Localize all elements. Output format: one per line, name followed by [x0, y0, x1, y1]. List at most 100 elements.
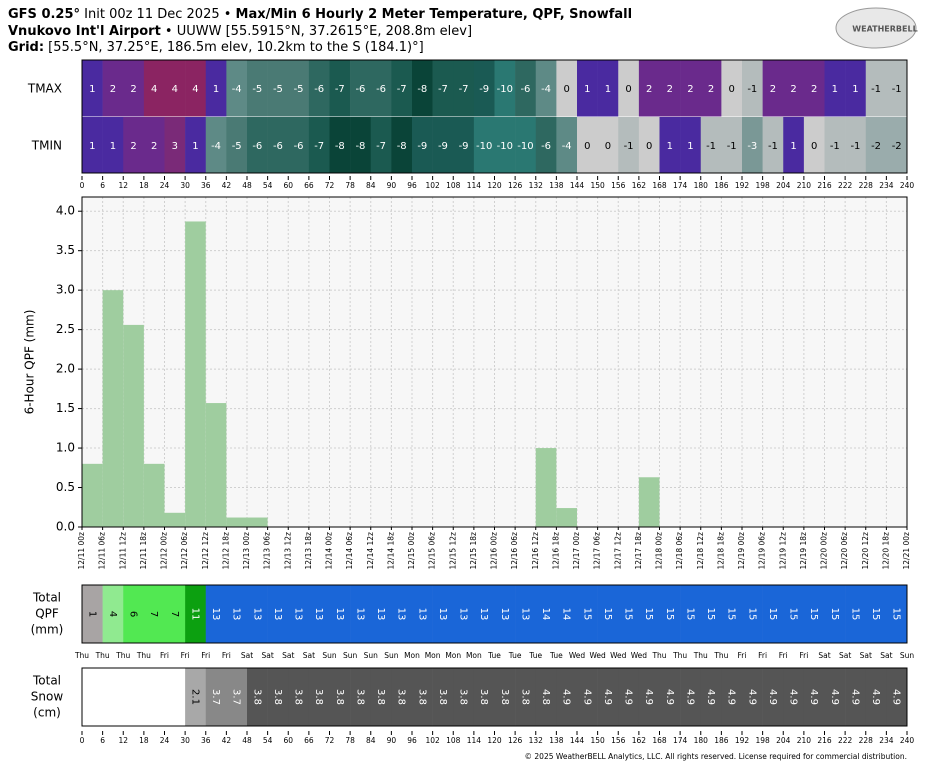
temp-label: -1: [830, 141, 840, 152]
accum-cell: [700, 585, 722, 643]
header-line: Vnukovo Int'l Airport • UUWW [55.5915°N,…: [8, 24, 472, 39]
strip-label: (mm): [31, 623, 64, 637]
accum-cell: [556, 585, 578, 643]
day-label: Sat: [261, 651, 273, 660]
bar: [164, 512, 186, 527]
temp-label: 1: [213, 84, 219, 95]
temp-cell: [473, 117, 495, 174]
x-tick-label: 12/13 00z: [242, 532, 251, 570]
accum-label: 15: [602, 608, 613, 621]
hour-label: 138: [549, 736, 564, 745]
x-tick-label: 12/14 06z: [345, 532, 354, 570]
accum-label: 15: [623, 608, 634, 621]
temp-cell: [638, 60, 660, 117]
accum-label: 11: [189, 608, 200, 621]
temp-cell: [494, 60, 516, 117]
accum-cell: [185, 585, 207, 643]
accum-cell: [845, 668, 867, 726]
temp-label: 1: [687, 141, 693, 152]
bar: [535, 448, 557, 527]
accum-label: 4.9: [788, 689, 799, 705]
x-tick-label: 12/15 18z: [469, 532, 478, 570]
accum-cell: [803, 585, 825, 643]
temp-label: -9: [417, 141, 427, 152]
temp-cell: [247, 60, 268, 117]
temp-cell: [865, 60, 887, 117]
day-label: Tue: [508, 651, 522, 660]
temp-cell: [185, 117, 207, 174]
temp-label: -6: [252, 141, 262, 152]
accum-label: 3.8: [293, 689, 304, 705]
temp-label: -8: [397, 141, 407, 152]
temp-cell: [886, 117, 908, 174]
temp-cell: [700, 117, 722, 174]
x-tick-label: 12/20 18z: [881, 532, 890, 570]
hour-label: 144: [570, 736, 585, 745]
header-text: Grid:: [8, 40, 44, 55]
y-tick-label: 2.5: [56, 322, 75, 336]
temp-label: -10: [476, 141, 492, 152]
x-tick-label: 12/20 12z: [861, 532, 870, 570]
hour-label: 18: [139, 736, 149, 745]
accum-cell: [515, 585, 537, 643]
temp-cell: [143, 117, 165, 174]
day-label: Thu: [651, 651, 666, 660]
hour-label: 180: [694, 736, 709, 745]
temp-label: 1: [852, 84, 858, 95]
temp-label: -6: [273, 141, 283, 152]
accum-label: 4: [107, 611, 118, 617]
x-tick-label: 12/13 12z: [283, 532, 292, 570]
temp-label: 0: [811, 141, 817, 152]
accum-cell: [308, 668, 330, 726]
hour-label: 192: [735, 181, 750, 190]
accum-label: 4.9: [664, 689, 675, 705]
temp-label: -8: [417, 84, 427, 95]
hour-label: 36: [201, 736, 211, 745]
hour-label: 198: [755, 736, 770, 745]
accum-cell: [824, 585, 846, 643]
hour-label: 72: [325, 181, 335, 190]
hour-label: 168: [652, 736, 667, 745]
accum-cell: [308, 585, 330, 643]
accum-cell: [803, 668, 825, 726]
hour-label: 120: [487, 181, 502, 190]
accum-label: 15: [808, 608, 819, 621]
temp-cell: [824, 60, 846, 117]
header-text: Init 00z 11 Dec 2025 •: [80, 7, 236, 22]
hour-label: 102: [425, 181, 440, 190]
temp-label: 1: [790, 141, 796, 152]
temp-cell: [164, 117, 186, 174]
y-tick-label: 0.5: [56, 480, 75, 494]
day-label: Fri: [738, 651, 747, 660]
hour-label: 102: [425, 736, 440, 745]
bar: [82, 463, 103, 527]
temp-cell: [824, 117, 846, 174]
x-tick-label: 12/14 12z: [366, 532, 375, 570]
temp-cell: [783, 60, 805, 117]
temp-cell: [721, 117, 743, 174]
x-tick-label: 12/15 12z: [448, 532, 457, 570]
hour-label: 240: [900, 736, 915, 745]
accum-label: 15: [829, 608, 840, 621]
accum-cell: [432, 585, 454, 643]
accum-label: 4.9: [849, 689, 860, 705]
hour-label: 126: [508, 736, 523, 745]
temp-cell: [350, 117, 372, 174]
hour-label: 234: [879, 181, 894, 190]
hour-label: 108: [446, 181, 461, 190]
temp-label: -5: [273, 84, 283, 95]
hour-label: 120: [487, 736, 502, 745]
accum-label: 13: [478, 608, 489, 621]
x-tick-label: 12/16 12z: [531, 532, 540, 570]
accum-label: 15: [788, 608, 799, 621]
hour-label: 96: [407, 736, 417, 745]
hour-label: 174: [673, 181, 688, 190]
accum-label: 3.8: [375, 689, 386, 705]
temp-cell: [680, 60, 702, 117]
x-tick-label: 12/12 00z: [160, 532, 169, 570]
accum-label: 3.7: [231, 689, 242, 705]
y-tick-label: 4.0: [56, 204, 75, 218]
temp-cell: [577, 60, 598, 117]
accum-cell: [473, 585, 495, 643]
accum-label: 4.9: [767, 689, 778, 705]
